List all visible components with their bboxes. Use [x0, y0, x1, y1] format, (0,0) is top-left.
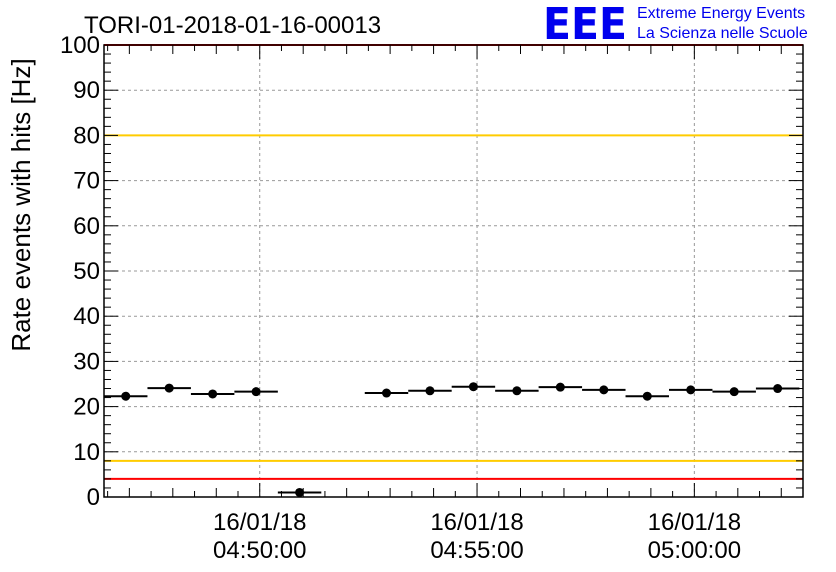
y-tick-label: 50	[73, 258, 100, 285]
data-point	[251, 387, 261, 397]
eee-logo-line2: La Scienza nelle Scuole	[637, 25, 808, 42]
x-tick-labels: 16/01/1804:50:0016/01/1804:55:0016/01/18…	[213, 509, 741, 564]
x-tick-label-date: 16/01/18	[648, 509, 741, 536]
y-tick-label: 60	[73, 213, 100, 240]
data-point	[381, 388, 391, 398]
y-tick-label: 70	[73, 168, 100, 195]
y-tick-label: 20	[73, 394, 100, 421]
y-tick-label: 80	[73, 122, 100, 149]
x-tick-label-date: 16/01/18	[213, 509, 306, 536]
y-tick-label: 90	[73, 77, 100, 104]
eee-logo: EEE Extreme Energy Events La Scienza nel…	[543, 0, 808, 50]
data-point	[773, 384, 783, 394]
data-point	[599, 385, 609, 395]
data-point	[555, 382, 565, 392]
eee-logo-line1: Extreme Energy Events	[637, 5, 805, 22]
data-point	[468, 382, 478, 392]
data-point	[686, 385, 696, 395]
y-axis-label: Rate events with hits [Hz]	[6, 58, 36, 351]
data-point	[121, 391, 131, 401]
y-tick-labels: 0 10 20 30 40 50 60 70 80 90 100	[60, 32, 100, 511]
y-tick-label: 0	[87, 484, 100, 511]
x-tick-label-date: 16/01/18	[430, 509, 523, 536]
x-tick-label-time: 04:55:00	[430, 537, 523, 564]
grid	[104, 45, 803, 497]
data-point	[295, 487, 305, 497]
axes	[103, 44, 804, 498]
data-point	[512, 386, 522, 396]
data-point	[642, 391, 652, 401]
data-point	[425, 386, 435, 396]
y-tick-label: 30	[73, 348, 100, 375]
y-tick-label: 10	[73, 439, 100, 466]
chart-title: TORI-01-2018-01-16-00013	[84, 12, 381, 39]
reference-lines	[104, 44, 803, 480]
y-tick-label: 40	[73, 303, 100, 330]
x-tick-label-time: 04:50:00	[213, 537, 306, 564]
data-markers	[104, 382, 800, 497]
x-tick-label-time: 05:00:00	[648, 537, 741, 564]
eee-logo-mark: EEE	[543, 0, 627, 50]
y-tick-label: 100	[60, 32, 100, 59]
data-point	[729, 387, 739, 397]
data-point	[208, 389, 218, 399]
data-point	[164, 383, 174, 393]
